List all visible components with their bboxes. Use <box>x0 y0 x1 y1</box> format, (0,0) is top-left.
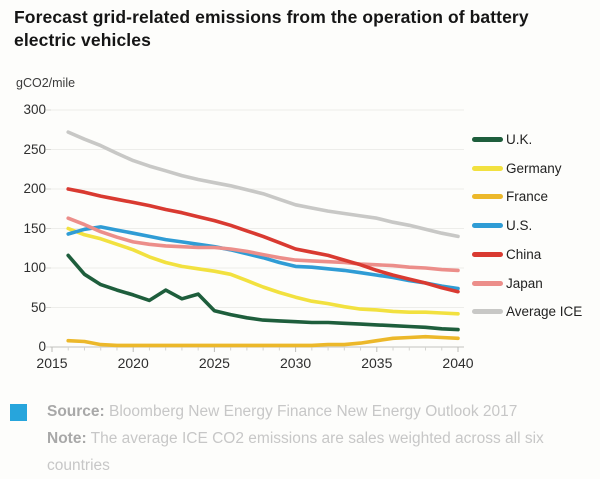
legend-swatch <box>472 194 503 200</box>
legend-label: China <box>506 246 542 262</box>
series-line-france <box>66 334 460 348</box>
series-line-china <box>66 187 460 294</box>
legend-swatch <box>472 280 503 286</box>
y-tick-label: 200 <box>23 181 46 196</box>
source-text: Bloomberg New Energy Finance New Energy … <box>104 403 518 420</box>
series-line-japan <box>66 216 460 273</box>
x-tick-label: 2030 <box>280 355 312 371</box>
legend-item-france: France <box>472 189 584 205</box>
source-label: Source: <box>47 403 105 420</box>
brand-square-icon <box>10 404 27 421</box>
x-tick-label: 2025 <box>198 355 230 371</box>
y-tick-label: 50 <box>30 299 46 315</box>
legend-label: Germany <box>506 160 562 176</box>
legend-item-japan: Japan <box>472 276 584 292</box>
series-line-average-ice <box>66 130 460 239</box>
legend-item-u-k-: U.K. <box>472 132 584 148</box>
y-tick-label: 0 <box>38 339 46 354</box>
x-tick-label: 2020 <box>117 355 149 371</box>
x-tick-label: 2015 <box>36 355 68 371</box>
series-line-u-k- <box>66 253 460 332</box>
x-tick-label: 2040 <box>442 355 474 371</box>
series-line-u-s- <box>66 225 460 291</box>
y-tick-label: 150 <box>23 220 46 236</box>
legend-item-u-s-: U.S. <box>472 218 584 234</box>
x-tick-label: 2035 <box>361 355 393 371</box>
y-tick-label: 250 <box>23 141 46 157</box>
legend-item-china: China <box>472 247 584 263</box>
legend-label: France <box>506 189 549 205</box>
note-label: Note: <box>47 430 87 447</box>
legend-swatch <box>472 223 503 229</box>
legend-swatch <box>472 137 503 142</box>
legend-label: Average ICE <box>506 304 583 320</box>
note-text: The average ICE CO2 emissions are sales … <box>47 430 544 474</box>
chart-title: Forecast grid-related emissions from the… <box>14 7 529 51</box>
series-line-germany <box>66 226 460 316</box>
legend-label: U.K. <box>506 132 533 147</box>
legend-item-germany: Germany <box>472 161 584 177</box>
legend-swatch <box>472 309 503 315</box>
legend-swatch <box>472 165 503 171</box>
legend-item-average-ice: Average ICE <box>472 304 584 320</box>
y-axis-unit-label: gCO2/mile <box>16 76 76 90</box>
y-tick-label: 100 <box>23 260 46 275</box>
legend-label: U.S. <box>506 218 533 234</box>
y-tick-label: 300 <box>23 102 46 117</box>
footer-text: Source: Bloomberg New Energy Finance New… <box>47 398 567 479</box>
legend-label: Japan <box>506 275 543 291</box>
legend-swatch <box>472 251 503 257</box>
